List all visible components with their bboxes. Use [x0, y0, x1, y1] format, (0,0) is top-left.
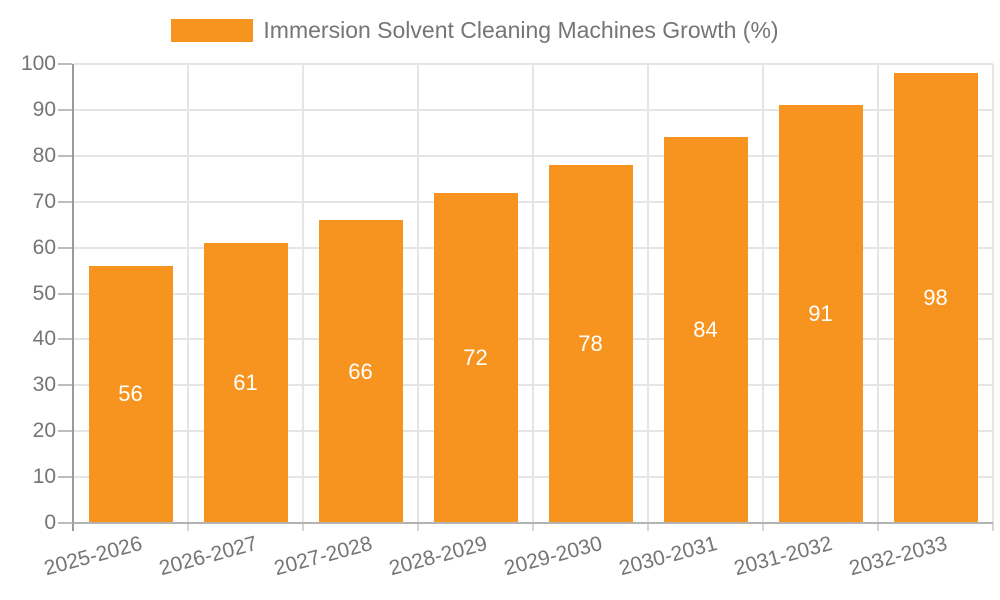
x-gridline	[302, 64, 304, 523]
x-axis-category-label: 2031-2032	[731, 531, 835, 581]
x-axis-tick	[647, 523, 649, 531]
x-axis-category-label: 2032-2033	[846, 531, 950, 581]
bar[interactable]: 84	[663, 137, 748, 523]
legend-swatch	[171, 19, 254, 42]
chart-legend[interactable]: Immersion Solvent Cleaning Machines Grow…	[0, 17, 950, 44]
x-axis-tick	[532, 523, 534, 531]
y-axis-tick-label: 40	[32, 327, 56, 351]
x-gridline	[877, 64, 879, 523]
bar-value-label: 91	[808, 301, 833, 327]
x-axis-tick	[877, 523, 879, 531]
y-axis-tick-label: 90	[32, 97, 56, 121]
x-axis-category-label: 2029-2030	[501, 531, 605, 581]
bar[interactable]: 72	[433, 192, 518, 523]
bar-value-label: 78	[578, 330, 603, 356]
bar[interactable]: 66	[318, 220, 403, 523]
x-axis-category-label: 2030-2031	[616, 531, 720, 581]
y-axis-tick	[58, 154, 72, 157]
y-axis-tick	[58, 200, 72, 203]
y-axis-tick	[58, 338, 72, 341]
x-axis-line	[73, 522, 993, 524]
bar-value-label: 66	[348, 358, 373, 384]
bar-value-label: 84	[693, 317, 718, 343]
bar[interactable]: 98	[893, 73, 978, 523]
y-axis-tick	[58, 384, 72, 387]
bar-value-label: 56	[118, 381, 143, 407]
x-axis-category-label: 2027-2028	[271, 531, 375, 581]
y-axis-tick-label: 80	[32, 143, 56, 167]
x-gridline	[647, 64, 649, 523]
x-gridline	[762, 64, 764, 523]
x-gridline	[187, 64, 189, 523]
bar[interactable]: 56	[88, 265, 173, 523]
bar-value-label: 61	[233, 370, 258, 395]
y-axis-tick-label: 20	[32, 419, 56, 443]
bar[interactable]: 91	[778, 105, 863, 523]
y-axis-tick	[58, 108, 72, 111]
x-gridline	[417, 64, 419, 523]
y-axis-tick	[58, 430, 72, 433]
x-axis-category-label: 2025-2026	[41, 531, 145, 581]
x-axis-tick	[992, 523, 994, 531]
y-axis-tick	[58, 246, 72, 249]
x-axis-tick	[302, 523, 304, 531]
plot-area: 0 10 20 30 40 50 60 70 80 90 100 56 61 66 72 78 84 91 98 20…	[21, 52, 994, 580]
x-axis-category-label: 2028-2029	[386, 531, 490, 581]
y-axis-tick	[58, 63, 72, 65]
y-axis-tick-label: 30	[32, 373, 56, 397]
y-axis-tick-label: 60	[32, 235, 56, 259]
x-gridline	[532, 64, 534, 523]
bar-value-label: 72	[463, 344, 488, 370]
y-axis-tick-label: 50	[32, 281, 56, 305]
bar-value-label: 98	[923, 285, 948, 311]
y-axis-tick	[58, 476, 72, 479]
bar[interactable]: 78	[548, 164, 633, 523]
x-axis-tick	[417, 523, 419, 531]
y-axis-tick-label: 0	[44, 511, 56, 534]
x-axis-tick	[187, 523, 189, 531]
y-axis-tick	[58, 292, 72, 295]
y-axis-tick-label: 70	[32, 189, 56, 213]
legend-series-label: Immersion Solvent Cleaning Machines Grow…	[263, 17, 779, 43]
y-axis-tick	[58, 522, 72, 524]
x-axis-category-label: 2026-2027	[156, 531, 260, 581]
x-gridline	[992, 64, 994, 523]
x-axis-tick	[762, 523, 764, 531]
y-axis-line	[72, 64, 74, 531]
bar[interactable]: 61	[203, 243, 288, 523]
y-axis-tick-label: 100	[20, 52, 56, 75]
y-axis-tick-label: 10	[32, 465, 56, 489]
